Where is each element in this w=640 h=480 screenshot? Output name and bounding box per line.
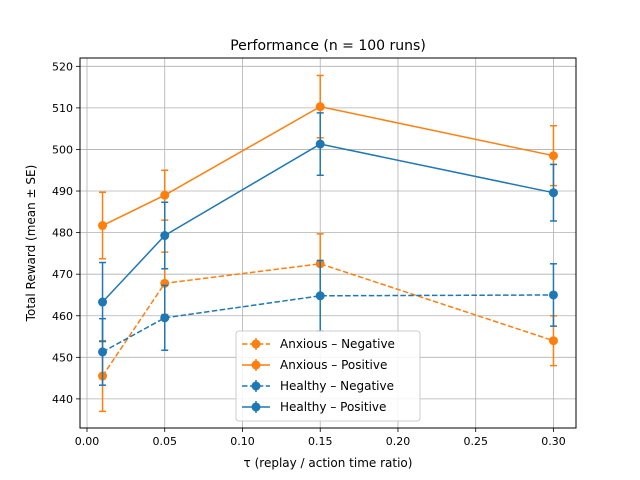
legend-box	[235, 330, 421, 422]
legend-item: Anxious – Negative	[242, 337, 395, 351]
series-line	[102, 105, 554, 227]
x-tick-label: 0.25	[463, 435, 488, 448]
y-tick-label: 510	[52, 102, 73, 115]
series-line	[101, 143, 554, 303]
x-tick-label: 0.00	[75, 435, 100, 448]
legend-label: Healthy – Negative	[280, 379, 394, 393]
chart-title: Performance (n = 100 runs)	[230, 38, 426, 54]
y-tick-label: 490	[52, 185, 73, 198]
x-tick-label: 0.15	[308, 435, 333, 448]
series-layer	[98, 74, 558, 413]
series-line	[101, 263, 554, 377]
data-point	[98, 297, 108, 307]
legend-swatch-marker	[251, 360, 261, 370]
data-point	[160, 231, 170, 241]
y-tick-label: 450	[52, 351, 73, 364]
x-tick-label: 0.05	[152, 435, 177, 448]
legend-swatch-marker	[251, 339, 261, 349]
legend: Anxious – Negative Anxious – Positive Heal…	[235, 330, 421, 422]
data-point	[548, 290, 558, 300]
data-point	[98, 221, 108, 231]
legend-swatch-marker	[251, 402, 261, 412]
legend-item: Healthy – Negative	[242, 379, 394, 393]
x-axis-label: τ (replay / action time ratio)	[244, 456, 413, 470]
y-tick-label: 480	[52, 227, 73, 240]
data-point	[315, 291, 325, 301]
series-anxious-positive	[98, 74, 558, 260]
data-point	[315, 139, 325, 149]
series-healthy-negative	[98, 259, 558, 386]
y-tick-label: 520	[52, 60, 73, 73]
data-point	[548, 151, 558, 161]
series-line	[102, 294, 554, 353]
data-point	[315, 102, 325, 112]
legend-label: Healthy – Positive	[280, 400, 386, 414]
y-tick-label: 500	[52, 143, 73, 156]
data-point	[548, 188, 558, 198]
y-tick-label: 460	[52, 310, 73, 323]
data-point	[548, 336, 558, 346]
legend-swatch-marker	[251, 381, 261, 391]
data-point	[98, 347, 108, 357]
y-axis-label: Total Reward (mean ± SE)	[24, 165, 38, 323]
data-point	[160, 313, 170, 323]
x-tick-label: 0.20	[386, 435, 411, 448]
x-tick-label: 0.30	[541, 435, 566, 448]
legend-item: Healthy – Positive	[242, 400, 386, 414]
x-tick-label: 0.10	[230, 435, 255, 448]
axis-ticks: 0.00 0.05 0.10 0.15 0.20 0.25 0.30 440 450 460 470…	[52, 60, 566, 448]
legend-label: Anxious – Positive	[280, 358, 387, 372]
y-tick-label: 470	[52, 268, 73, 281]
y-tick-label: 440	[52, 393, 73, 406]
legend-label: Anxious – Negative	[280, 337, 395, 351]
legend-item: Anxious – Positive	[242, 358, 387, 372]
data-point	[160, 190, 170, 200]
plot-frame	[79, 57, 577, 429]
series-healthy-positive	[98, 112, 558, 343]
